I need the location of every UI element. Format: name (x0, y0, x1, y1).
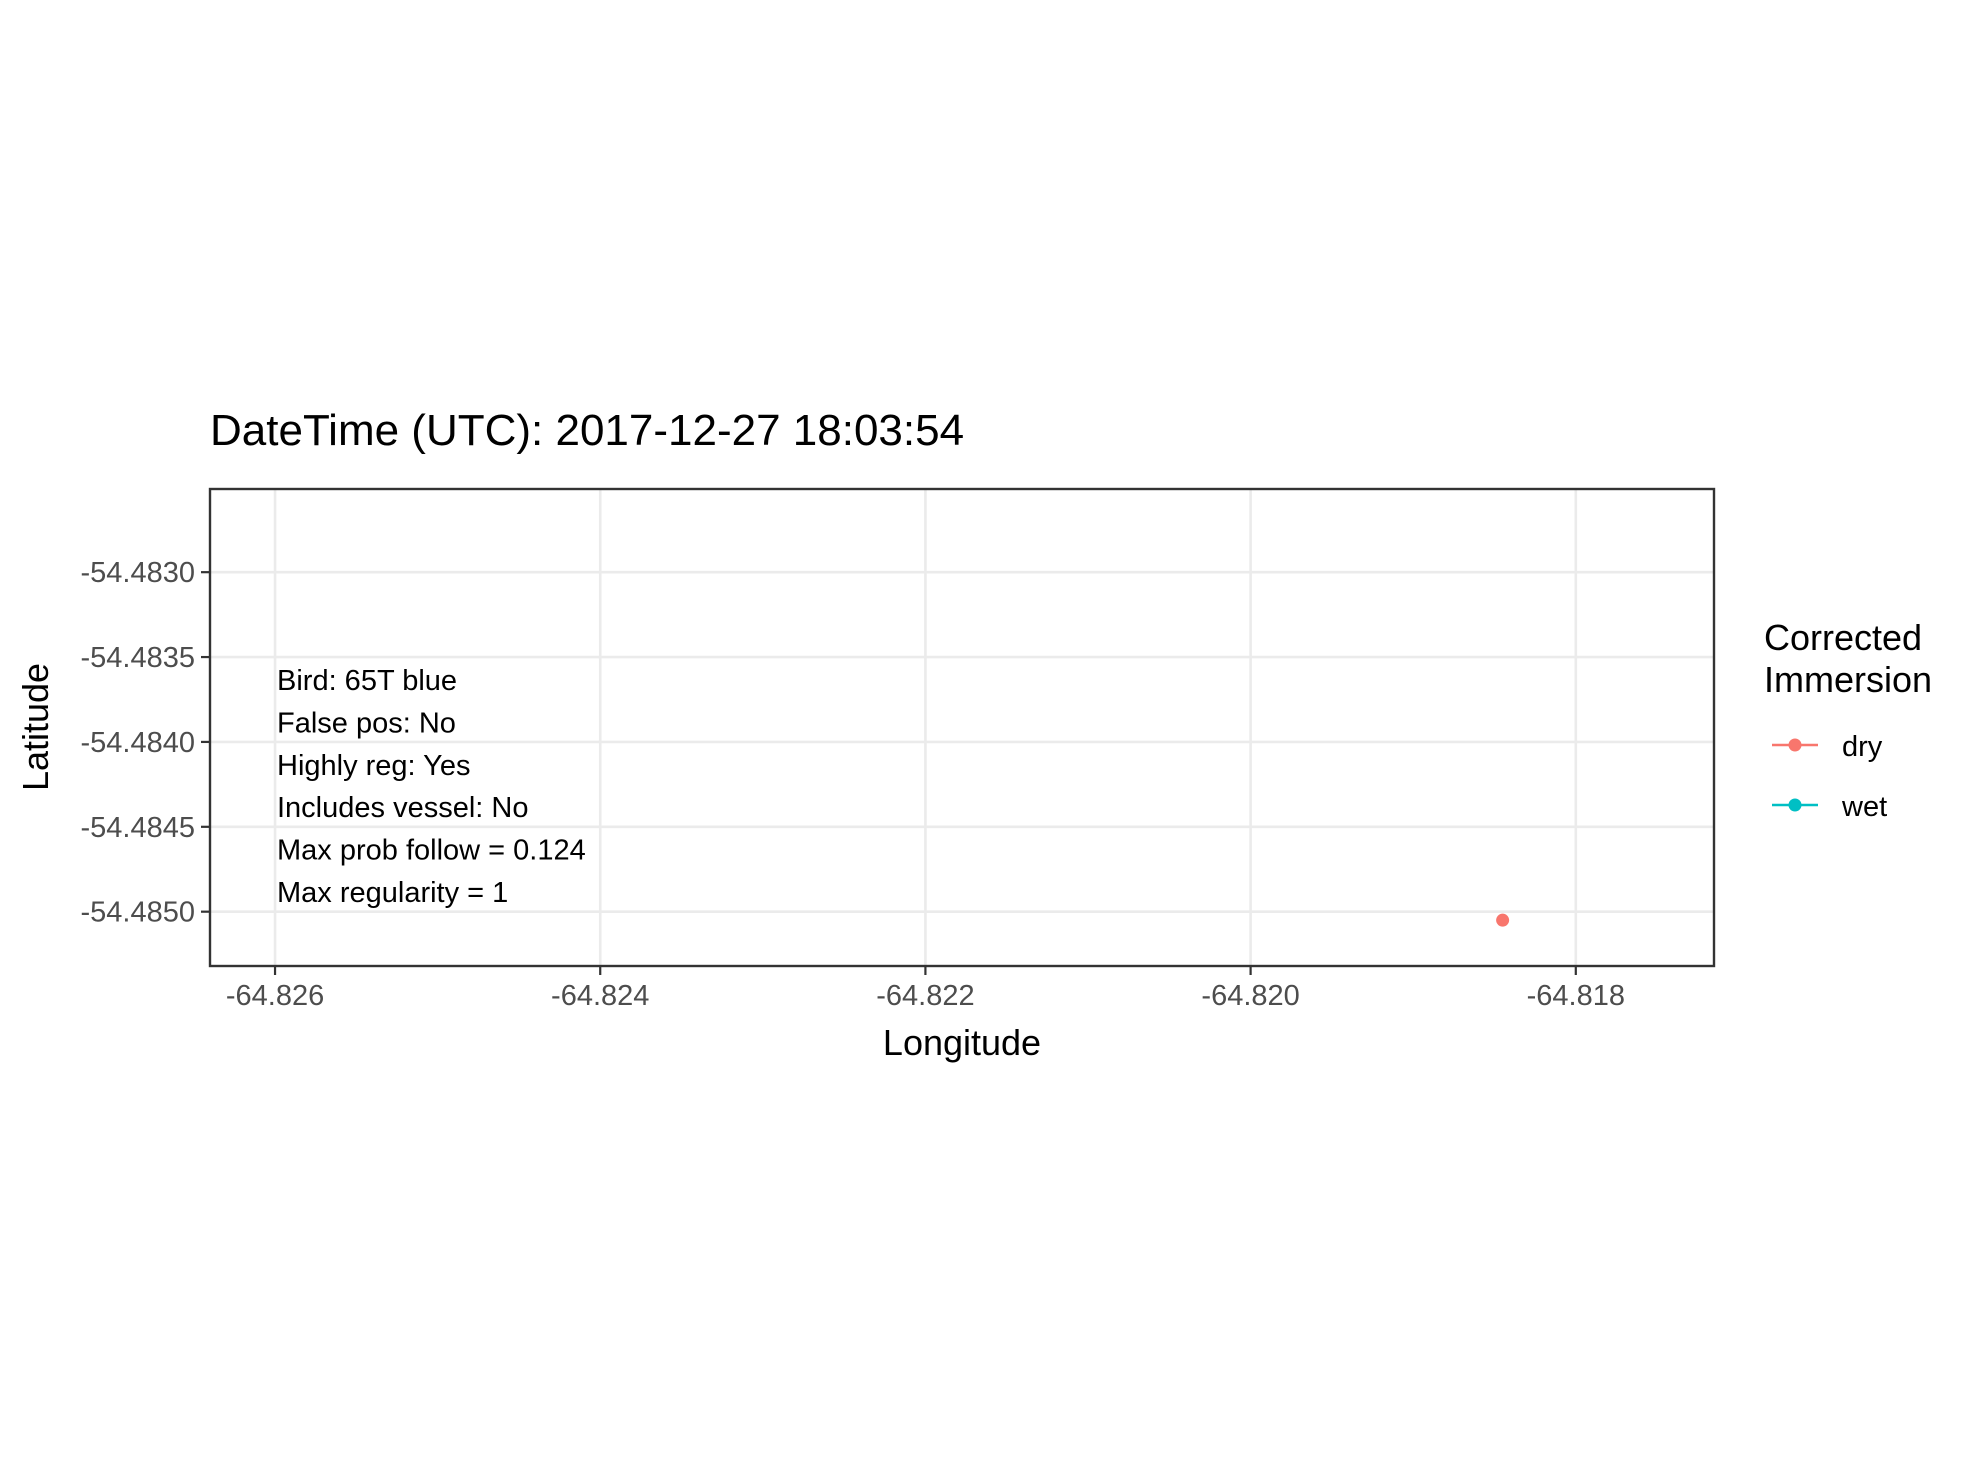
x-tick-label: -64.820 (1201, 980, 1299, 1012)
annotation-line: Highly reg: Yes (277, 750, 470, 782)
annotation-block: Bird: 65T blue False pos: No Highly reg: Y… (277, 665, 586, 909)
annotation-line: Bird: 65T blue (277, 665, 457, 697)
x-tick-label: -64.824 (551, 980, 649, 1012)
grid-layer (210, 489, 1714, 966)
y-tick-label: -54.4830 (81, 557, 196, 589)
y-axis-label: Latitude (15, 663, 56, 791)
annotation-line: Max regularity = 1 (277, 877, 508, 909)
y-tick-label: -54.4835 (81, 642, 196, 674)
legend-label-dry: dry (1842, 731, 1883, 763)
annotation-line: Max prob follow = 0.124 (277, 835, 586, 867)
chart-title: DateTime (UTC): 2017-12-27 18:03:54 (210, 406, 964, 455)
legend-key-point-dry (1788, 738, 1802, 752)
plot-panel (208, 487, 1716, 968)
x-axis-label: Longitude (883, 1022, 1041, 1063)
legend-key-point-wet (1788, 798, 1802, 812)
legend-entries: dry wet (1772, 731, 1887, 823)
ticks-layer: -64.826 -64.824 -64.822 -64.820 -64.818 -54.4… (81, 557, 1625, 1012)
points-layer (1496, 913, 1510, 927)
x-tick-label: -64.818 (1527, 980, 1625, 1012)
legend-label-wet: wet (1841, 791, 1887, 823)
annotation-line: Includes vessel: No (277, 792, 528, 824)
legend-title-line-1: Corrected (1764, 617, 1922, 658)
x-tick-label: -64.822 (876, 980, 974, 1012)
y-tick-label: -54.4840 (81, 727, 196, 759)
data-point-dry (1496, 913, 1510, 927)
legend: Corrected Immersion dry wet (1764, 617, 1932, 823)
legend-title-line-2: Immersion (1764, 659, 1932, 700)
y-tick-label: -54.4850 (81, 897, 196, 929)
y-tick-label: -54.4845 (81, 812, 196, 844)
annotation-line: False pos: No (277, 707, 456, 739)
x-tick-label: -64.826 (226, 980, 324, 1012)
